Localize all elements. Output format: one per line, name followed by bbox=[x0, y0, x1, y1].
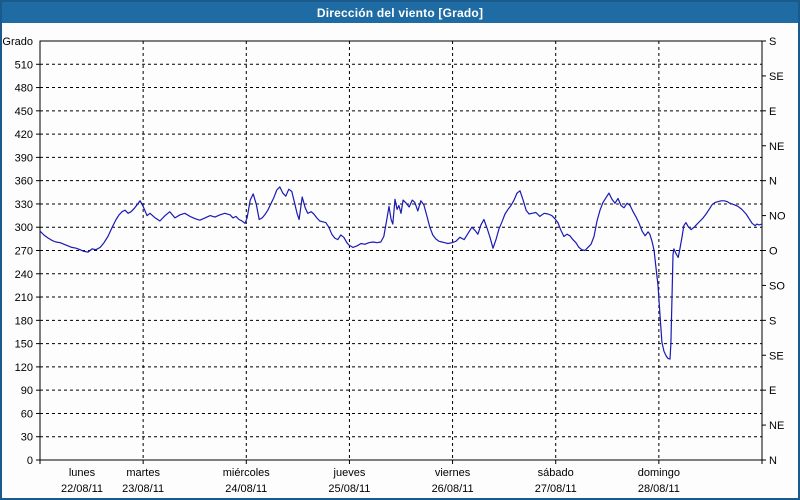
compass-axis-label: SE bbox=[769, 71, 784, 83]
window-title: Dirección del viento [Grado] bbox=[316, 5, 484, 20]
y-axis-tick-label: 510 bbox=[15, 59, 33, 71]
x-axis-day-label: viernes bbox=[435, 467, 471, 479]
y-axis-tick-label: 330 bbox=[15, 199, 33, 211]
y-axis-tick-label: 0 bbox=[27, 455, 33, 467]
compass-axis-label: SE bbox=[769, 350, 784, 362]
x-axis-day-label: miércoles bbox=[223, 467, 271, 479]
x-axis-date-label: 23/08/11 bbox=[122, 483, 164, 495]
x-axis-day-label: jueves bbox=[333, 467, 366, 479]
x-axis-day-label: domingo bbox=[638, 467, 680, 479]
compass-axis-label: SO bbox=[769, 280, 785, 292]
compass-axis-label: E bbox=[769, 385, 776, 397]
compass-axis-label: NO bbox=[769, 211, 786, 223]
y-axis-tick-label: 270 bbox=[15, 246, 33, 258]
wind-direction-chart: 5104804504203903603303002702402101801501… bbox=[2, 36, 786, 495]
window-title-bar: Dirección del viento [Grado] bbox=[2, 2, 798, 23]
compass-axis-label: E bbox=[769, 106, 776, 118]
x-axis-day-label: martes bbox=[126, 467, 160, 479]
x-axis-date-label: 26/08/11 bbox=[432, 483, 474, 495]
compass-axis-label: NE bbox=[769, 141, 784, 153]
x-axis-day-label: lunes bbox=[69, 467, 96, 479]
y-axis-tick-label: 120 bbox=[15, 362, 33, 374]
wind-direction-line bbox=[39, 186, 763, 360]
y-axis-tick-label: 390 bbox=[15, 152, 33, 164]
plot-frame bbox=[39, 40, 763, 461]
x-axis-date-label: 27/08/11 bbox=[535, 483, 577, 495]
y-axis-tick-label: 480 bbox=[15, 83, 33, 95]
y-axis-tick-label: 450 bbox=[15, 106, 33, 118]
y-axis-tick-label: 90 bbox=[21, 385, 33, 397]
x-axis-date-label: 25/08/11 bbox=[328, 483, 370, 495]
y-axis-tick-label: 150 bbox=[15, 339, 33, 351]
x-axis-day-label: sábado bbox=[538, 467, 574, 479]
x-axis-date-label: 28/08/11 bbox=[638, 483, 680, 495]
compass-axis-label: O bbox=[769, 246, 778, 258]
compass-axis-label: NE bbox=[769, 420, 784, 432]
compass-axis-label: N bbox=[769, 176, 777, 188]
compass-axis-label: S bbox=[769, 315, 776, 327]
y-axis-tick-label: 360 bbox=[15, 176, 33, 188]
y-axis-tick-label: 60 bbox=[21, 408, 33, 420]
y-axis-tick-label: 240 bbox=[15, 269, 33, 281]
x-axis-date-label: 22/08/11 bbox=[61, 483, 103, 495]
y-axis-tick-label: 420 bbox=[15, 129, 33, 141]
compass-axis-label: N bbox=[769, 455, 777, 467]
y-axis-tick-label: 300 bbox=[15, 222, 33, 234]
x-axis-date-label: 24/08/11 bbox=[225, 483, 267, 495]
y-axis-tick-label: 30 bbox=[21, 432, 33, 444]
compass-axis-label: S bbox=[769, 36, 776, 48]
y-axis-tick-label: 180 bbox=[15, 315, 33, 327]
y-axis-tick-label: 210 bbox=[15, 292, 33, 304]
plot-area-wrapper: 510 480 450 420 390 360 330 300 270 240 210 180 150 1… bbox=[2, 23, 798, 498]
y-axis-title: Grado bbox=[2, 36, 33, 48]
